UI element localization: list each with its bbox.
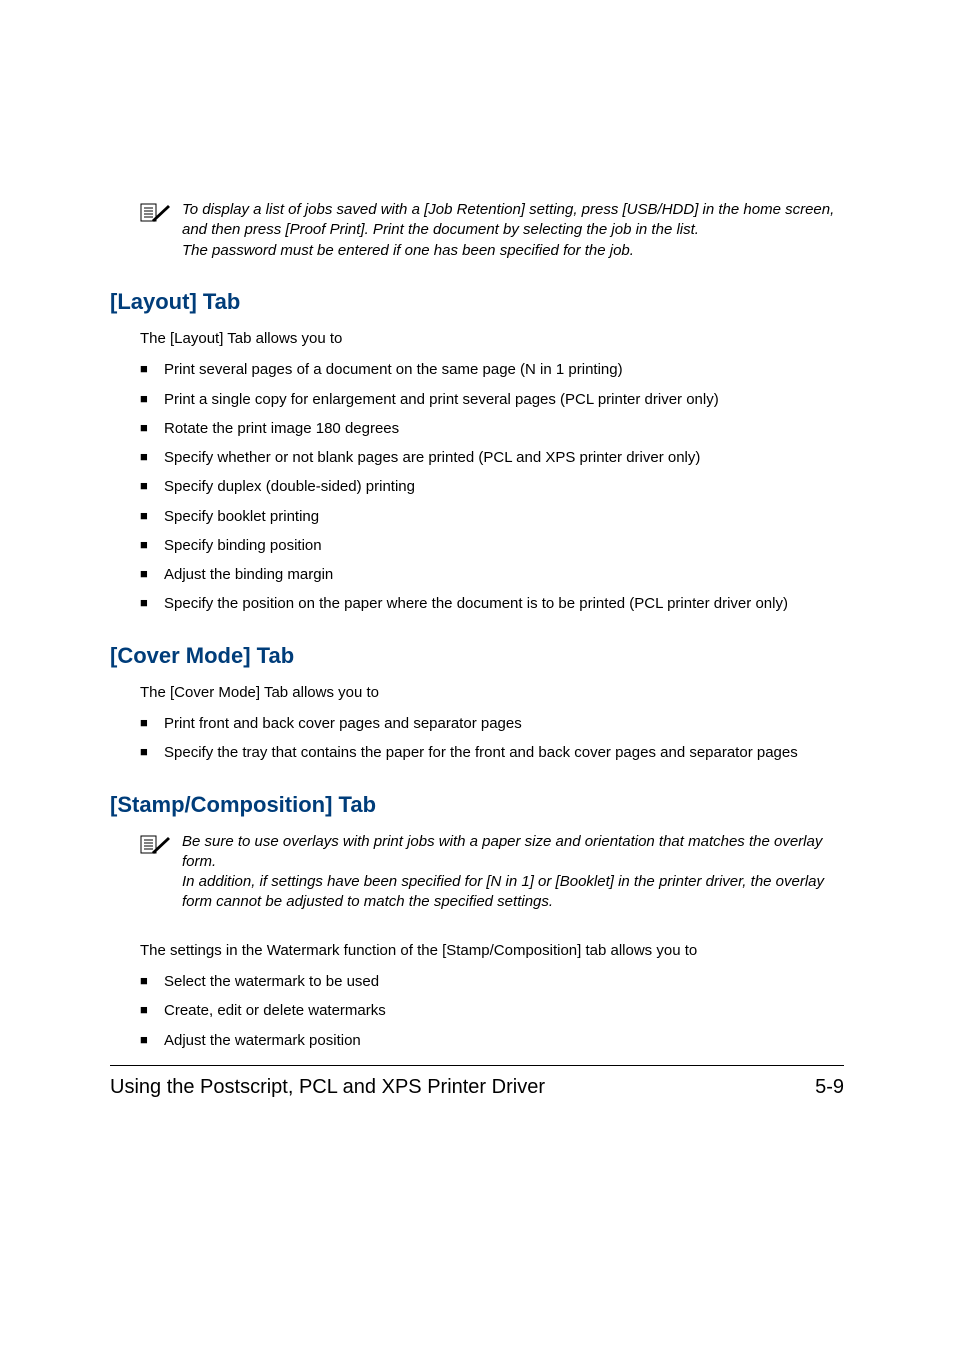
list-item: Print a single copy for enlargement and … [140,390,844,410]
list-item: Print front and back cover pages and sep… [140,714,844,734]
note-text-top: To display a list of jobs saved with a [… [182,200,844,261]
layout-tab-list: Print several pages of a document on the… [140,360,844,614]
cover-mode-list: Print front and back cover pages and sep… [140,714,844,764]
list-item: Select the watermark to be used [140,972,844,992]
list-item: Adjust the binding margin [140,565,844,585]
list-item: Specify booklet printing [140,507,844,527]
footer-title: Using the Postscript, PCL and XPS Printe… [110,1076,545,1099]
note-icon [140,202,172,227]
list-item: Print several pages of a document on the… [140,360,844,380]
footer: Using the Postscript, PCL and XPS Printe… [110,1065,844,1099]
layout-tab-heading: [Layout] Tab [110,289,844,315]
note1-line1: To display a list of jobs saved with a [… [182,201,834,238]
cover-mode-intro: The [Cover Mode] Tab allows you to [140,683,844,703]
list-item: Specify the position on the paper where … [140,594,844,614]
list-item: Specify binding position [140,536,844,556]
page-content: To display a list of jobs saved with a [… [0,0,954,1159]
note-text-stamp: Be sure to use overlays with print jobs … [182,832,844,913]
cover-mode-heading: [Cover Mode] Tab [110,643,844,669]
note-icon [140,834,172,859]
list-item: Adjust the watermark position [140,1031,844,1051]
stamp-tab-heading: [Stamp/Composition] Tab [110,792,844,818]
stamp-note-line1: Be sure to use overlays with print jobs … [182,833,822,870]
stamp-note-line2: In addition, if settings have been speci… [182,873,824,910]
stamp-tab-list: Select the watermark to be used Create, … [140,972,844,1051]
stamp-tab-intro: The settings in the Watermark function o… [140,941,844,961]
list-item: Rotate the print image 180 degrees [140,419,844,439]
list-item: Create, edit or delete watermarks [140,1001,844,1021]
note1-line2: The password must be entered if one has … [182,242,634,259]
footer-page-number: 5-9 [815,1076,844,1099]
note-block-top: To display a list of jobs saved with a [… [140,200,844,261]
list-item: Specify whether or not blank pages are p… [140,448,844,468]
list-item: Specify duplex (double-sided) printing [140,477,844,497]
layout-tab-intro: The [Layout] Tab allows you to [140,329,844,349]
note-block-stamp: Be sure to use overlays with print jobs … [140,832,844,913]
list-item: Specify the tray that contains the paper… [140,743,844,763]
